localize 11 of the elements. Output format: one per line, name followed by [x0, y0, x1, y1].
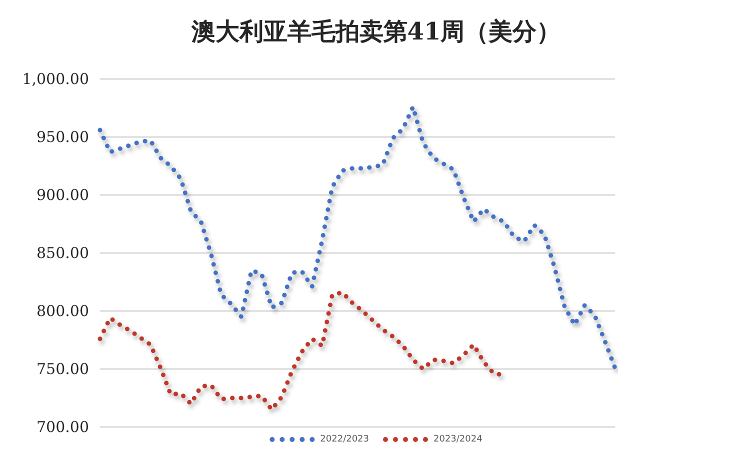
- y-tick-label: 850.00: [36, 244, 89, 262]
- y-tick-label: 950.00: [36, 128, 89, 146]
- legend-label: 2023/2024: [434, 434, 483, 444]
- legend-label: 2022/2023: [320, 434, 370, 444]
- chart-title: 澳大利亚羊毛拍卖第41周（美分）: [190, 16, 561, 46]
- y-tick-label: 750.00: [36, 360, 89, 378]
- y-tick-label: 900.00: [36, 186, 89, 204]
- y-tick-label: 700.00: [36, 418, 89, 436]
- line-series: [98, 104, 618, 370]
- y-tick-label: 1,000.00: [22, 70, 89, 88]
- y-tick-label: 800.00: [36, 302, 89, 320]
